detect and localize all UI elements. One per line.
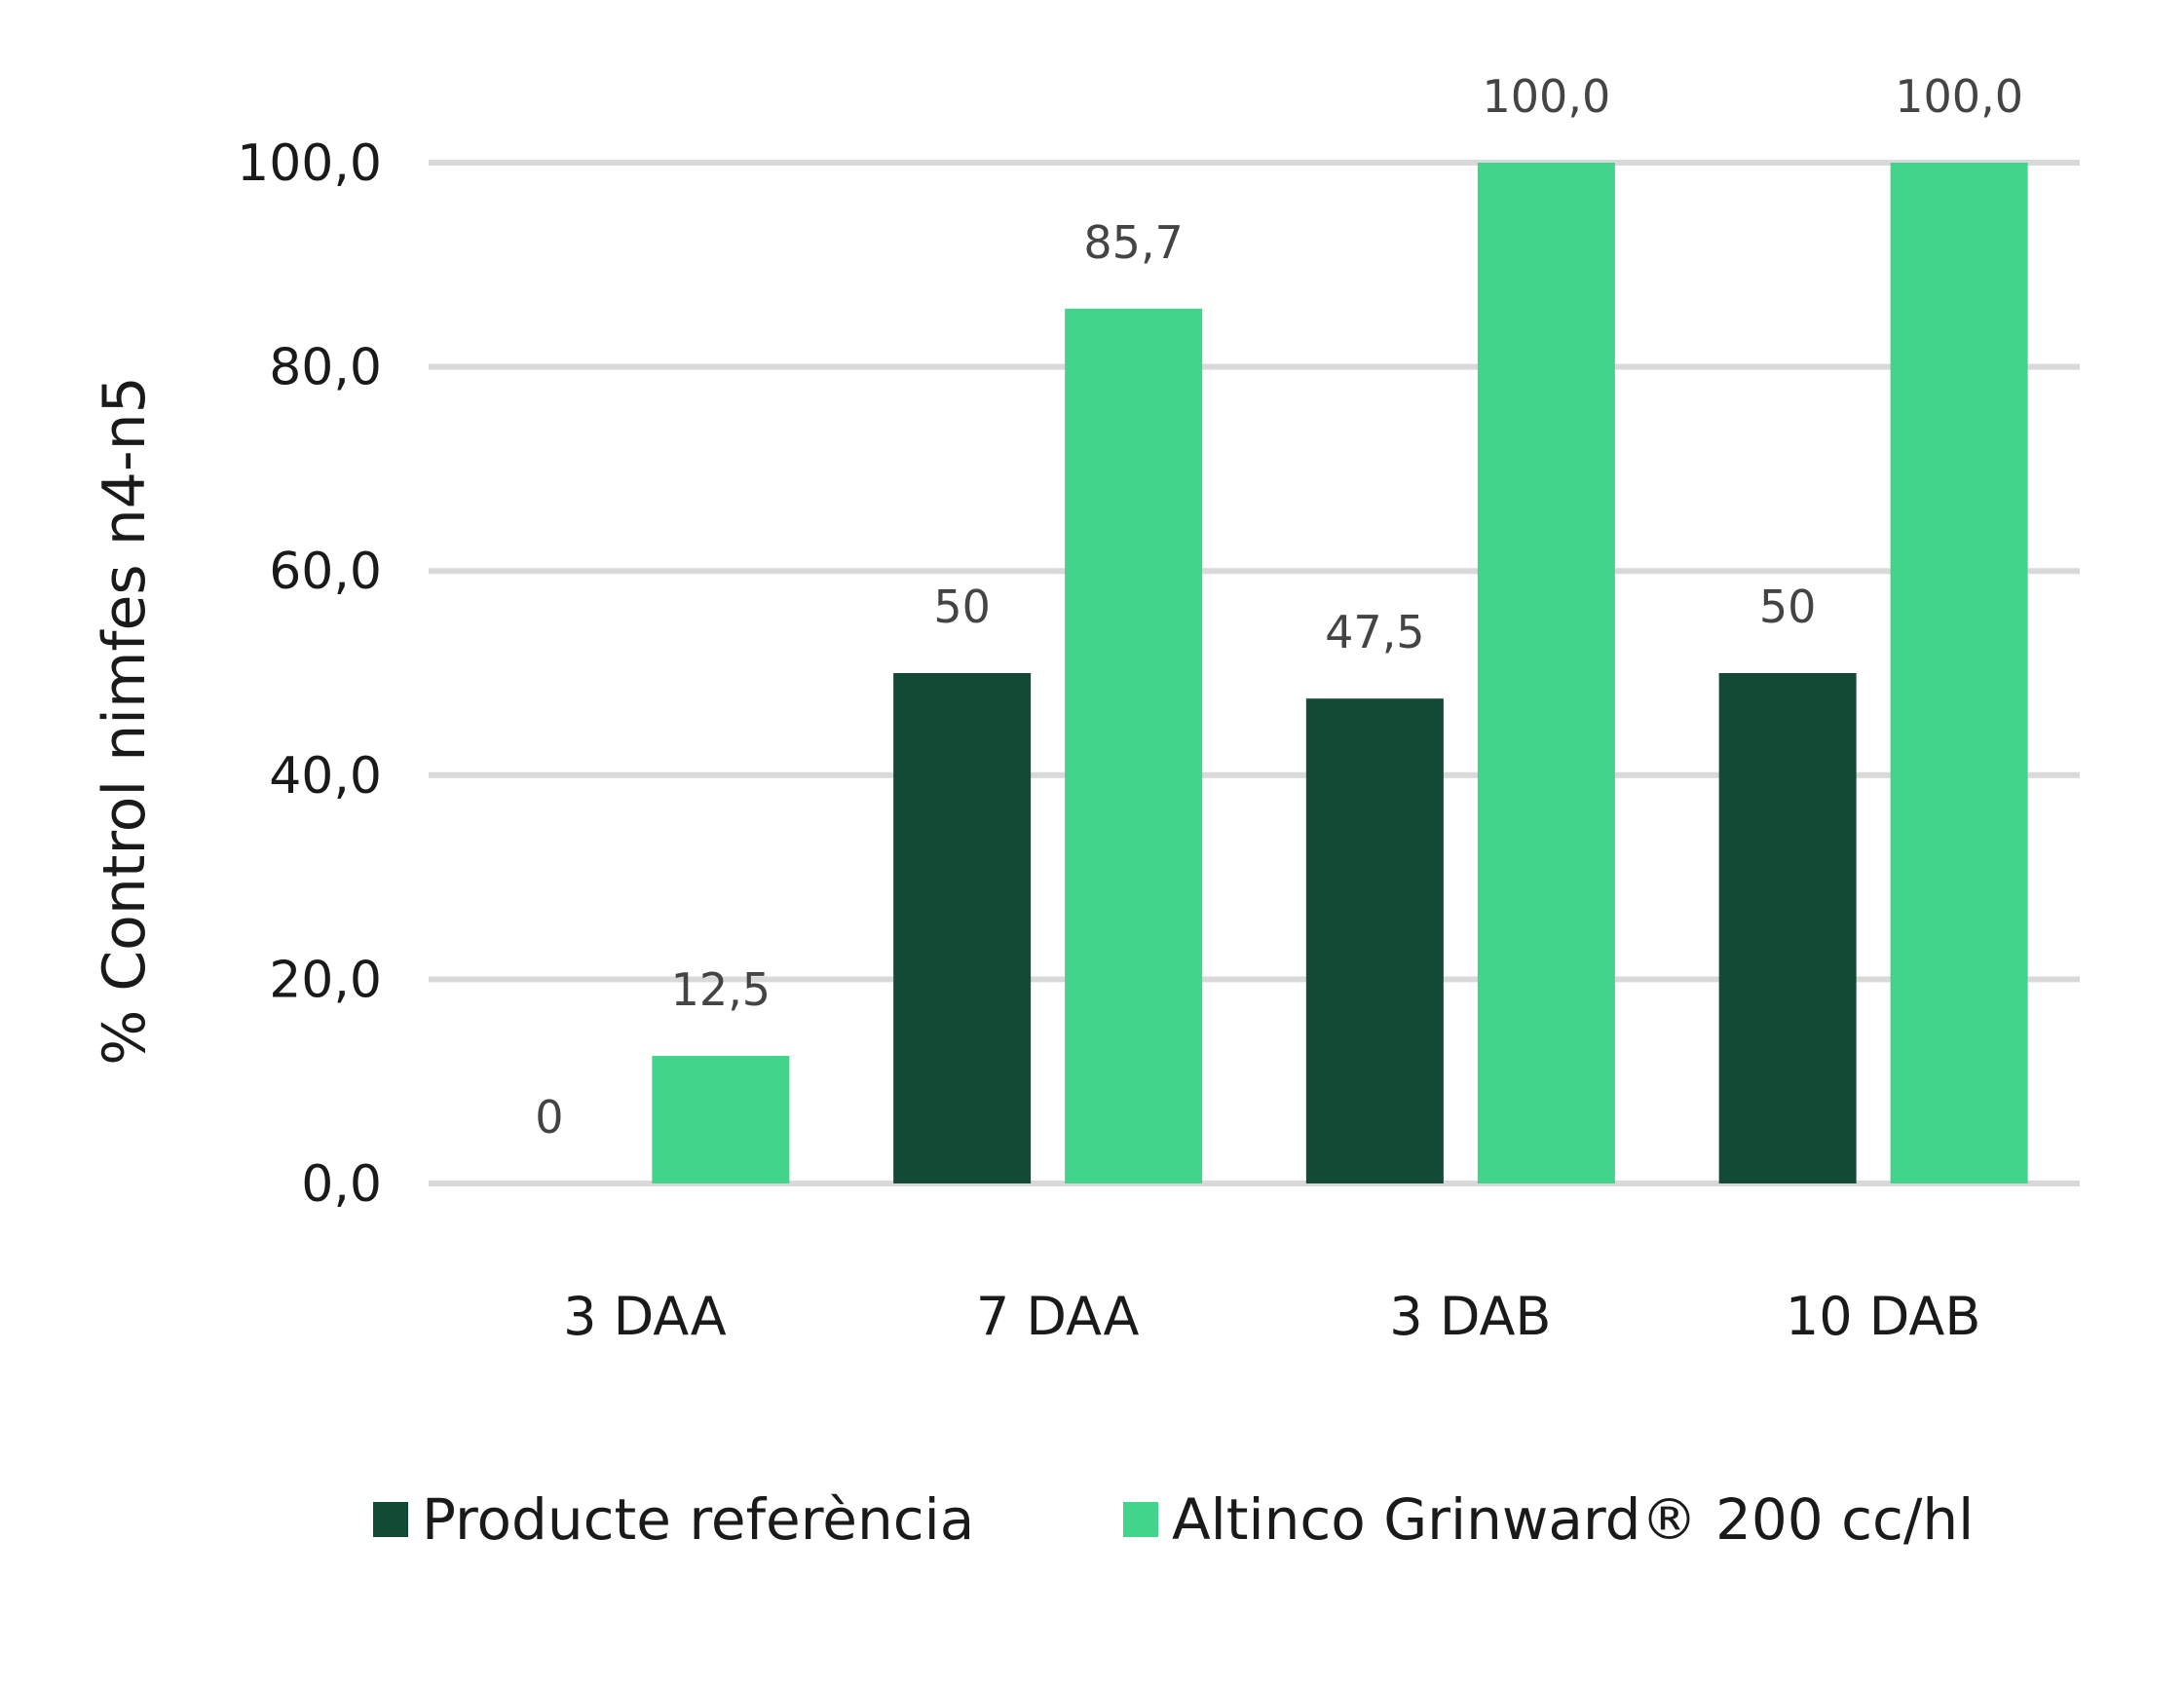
- data-label: 50: [933, 581, 991, 633]
- x-category-label: 10 DAB: [1786, 1286, 1981, 1347]
- data-label: 12,5: [671, 963, 771, 1016]
- x-category-label: 7 DAA: [976, 1286, 1140, 1347]
- bar: [1477, 163, 1615, 1183]
- data-label: 100,0: [1483, 70, 1611, 123]
- bars: [652, 163, 2028, 1183]
- y-tick-label: 60,0: [269, 543, 382, 601]
- legend-label: Altinco Grinward® 200 cc/hl: [1172, 1486, 1974, 1553]
- legend-label: Producte referència: [422, 1486, 974, 1553]
- bar: [1890, 163, 2028, 1183]
- y-axis-ticks: 0,0 20,0 40,0 60,0 80,0 100,0: [237, 134, 382, 1214]
- data-labels: 0 12,5 50 85,7 47,5 100,0 50 100,0: [535, 70, 2023, 1144]
- y-tick-label: 80,0: [269, 339, 382, 397]
- bar: [1065, 308, 1203, 1183]
- data-label: 85,7: [1083, 216, 1183, 269]
- legend: Producte referència Altinco Grinward® 200…: [373, 1486, 1974, 1553]
- data-label: 0: [535, 1091, 563, 1144]
- x-category-label: 3 DAA: [563, 1286, 727, 1347]
- bar: [1305, 698, 1444, 1183]
- data-label: 47,5: [1325, 606, 1424, 658]
- legend-swatch: [373, 1502, 408, 1537]
- data-label: 100,0: [1895, 70, 2023, 123]
- y-tick-label: 0,0: [301, 1155, 382, 1214]
- bar: [652, 1056, 790, 1183]
- y-axis-label: % Control nimfes n4-n5: [91, 376, 159, 1066]
- data-label: 50: [1759, 581, 1817, 633]
- x-category-label: 3 DAB: [1389, 1286, 1551, 1347]
- y-tick-label: 20,0: [269, 951, 382, 1009]
- x-axis-categories: 3 DAA 7 DAA 3 DAB 10 DAB: [563, 1286, 1980, 1347]
- bar: [1718, 673, 1857, 1183]
- y-tick-label: 100,0: [237, 134, 382, 193]
- y-tick-label: 40,0: [269, 747, 382, 806]
- legend-swatch: [1123, 1502, 1158, 1537]
- bar: [893, 673, 1032, 1183]
